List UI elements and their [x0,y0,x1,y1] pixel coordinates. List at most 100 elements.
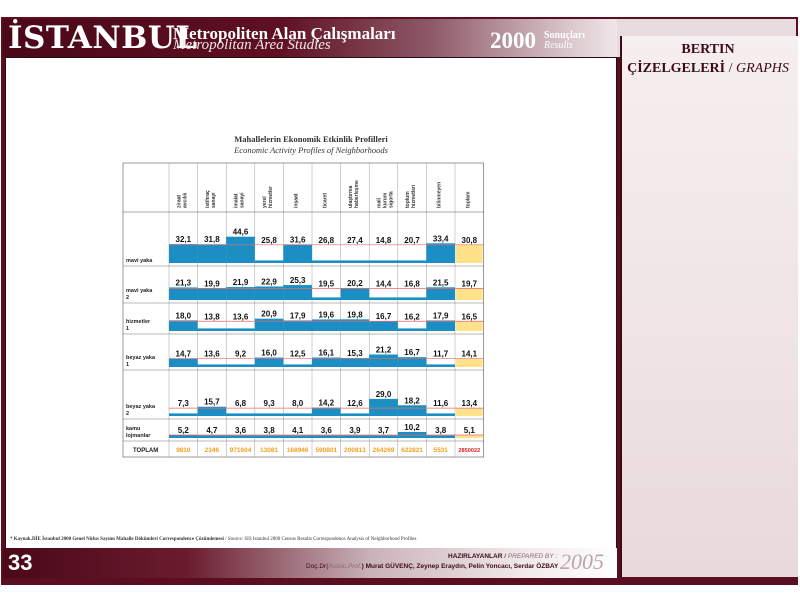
value-label: 16,2 [404,312,420,321]
row-label: mavi yaka [126,258,153,264]
authors-prefix: Doç.Dr( [306,563,329,570]
subtitle-tr: Metropoliten Alan Çalışmaları [173,24,396,43]
total-value: 622821 [401,447,423,454]
value-label: 13,8 [204,312,220,321]
value-bar [226,236,255,263]
total-value: 9810 [176,447,191,454]
value-bar [283,413,312,416]
column-header-word: haberleşme [354,180,360,208]
value-bar [169,244,198,263]
column-header-word: sigorta [389,191,395,208]
footer-banner [3,548,617,578]
value-bar [397,328,427,331]
value-label: 20,2 [347,279,363,288]
row-label: 1 [126,326,129,332]
value-label: 16,1 [319,349,335,358]
value-bar [169,320,198,331]
column-header-word: ticaret [322,193,328,208]
value-label: 13,4 [462,399,478,408]
source-note-en: Source: SIS Istanbul 2000 Census Results… [227,537,417,542]
value-bar [426,287,455,300]
value-bar [340,260,370,263]
value-label: 15,3 [347,349,363,358]
column-header-word: sanayi [211,192,217,208]
value-label: 3,8 [264,426,276,435]
subtitle-en: Metropolitan Area Studies [173,37,331,53]
value-bar [369,354,398,367]
column-header-word: ziraat [176,195,182,208]
value-label: 20,9 [261,310,277,319]
value-bar [197,328,227,331]
column-header-word: sanayi [240,192,246,208]
value-bar [254,357,284,367]
mean-highlight [456,321,483,331]
value-label: 26,8 [319,236,335,245]
mean-highlight [456,434,483,438]
value-label: 5,1 [464,426,476,435]
value-bar [426,320,455,331]
value-bar [197,435,227,438]
value-bar [197,288,227,300]
value-label: 3,6 [321,426,333,435]
total-value: 200813 [344,447,366,454]
column-header: ziraatavcılık [176,192,188,208]
value-bar [426,243,455,263]
value-label: 3,7 [378,426,390,435]
value-label: 18,0 [176,311,192,320]
value-label: 4,7 [206,426,218,435]
value-label: 17,9 [290,311,306,320]
row-label: 2 [126,295,129,301]
total-value: 2346 [205,447,220,454]
value-bar [312,435,341,438]
header-banner [3,19,617,57]
value-bar [397,357,427,367]
value-label: 3,9 [349,426,361,435]
page-number: 33 [8,550,33,575]
value-bar [426,435,455,438]
value-label: 19,9 [204,279,220,288]
value-bar [369,398,398,416]
value-label: 12,6 [347,399,363,408]
row-label: kamu [126,426,140,432]
value-label: 16,7 [376,312,392,321]
value-label: 29,0 [376,390,392,399]
total-value: 264269 [373,447,395,454]
prepared-by: HAZIRLAYANLAR / PREPARED BY : [448,553,557,560]
value-bar [283,244,312,263]
value-label: 20,7 [404,236,420,245]
value-label: 11,7 [433,350,449,359]
value-bar [226,364,255,367]
column-header-word: istihraç [205,190,211,208]
value-bar [397,297,427,300]
column-header: inşaat [294,193,300,208]
value-label: 14,7 [176,349,192,358]
chart-subtitle: Economic Activity Profiles of Neighborho… [234,145,388,155]
side-title-en: GRAPHS [736,61,789,76]
value-label: 21,5 [433,278,449,287]
header-year: 2000 [490,28,536,53]
value-bar [397,260,427,263]
mean-highlight [456,358,483,367]
row-label: hizmetler [126,319,151,325]
value-bar [369,321,398,331]
value-label: 15,7 [204,398,220,407]
value-label: 31,8 [204,235,220,244]
value-bar [397,405,427,416]
value-label: 3,6 [235,426,247,435]
value-bar [312,357,341,367]
value-bar [426,413,455,416]
column-header-word: yerel [262,196,268,208]
value-label: 19,7 [462,279,478,288]
value-bar [169,413,198,416]
total-value: 2850022 [458,448,480,454]
side-title-line1: BERTIN [681,42,735,57]
chart-title: Mahallelerin Ekonomik Etkinlik Profiller… [234,134,388,144]
value-label: 25,8 [261,236,277,245]
value-bar [283,435,312,438]
column-header-word: toplam [465,191,471,208]
value-label: 19,6 [319,310,335,319]
column-header-word: ulaştırma [348,186,354,208]
value-bar [369,260,398,263]
total-value: 13081 [260,447,278,454]
value-label: 6,8 [235,399,247,408]
